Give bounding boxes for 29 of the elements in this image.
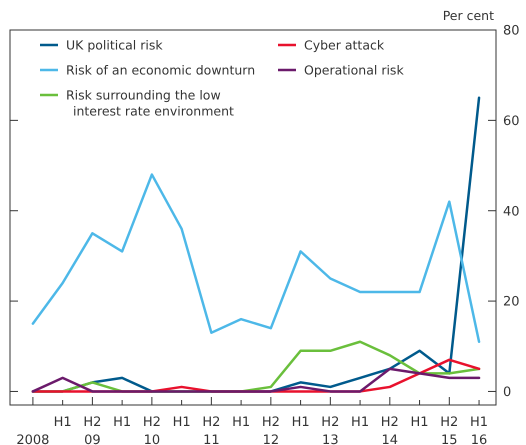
y-tick-label: 40 bbox=[503, 204, 520, 220]
x-tick-label: H1 16 bbox=[470, 415, 488, 445]
x-tick-label: H1 bbox=[292, 415, 310, 430]
y-axis-title: Per cent bbox=[442, 8, 494, 23]
x-tick-label: H2 11 bbox=[202, 415, 220, 445]
line-series bbox=[32, 368, 480, 393]
legend-label: UK political risk bbox=[66, 37, 164, 52]
x-tick-label: H2 12 bbox=[262, 415, 280, 445]
x-tick-label: 2008 bbox=[16, 433, 50, 445]
legend-label: Risk of an economic downturn bbox=[66, 62, 256, 78]
x-tick-label: H1 bbox=[172, 415, 191, 430]
x-tick-label: H1 bbox=[54, 415, 72, 430]
x-tick-label: H2 14 bbox=[380, 415, 399, 445]
line-series bbox=[32, 173, 480, 343]
legend-label: Risk surrounding the low interest rate environment bbox=[66, 87, 234, 119]
x-tick-label: H1 bbox=[113, 415, 132, 430]
y-tick-label: 20 bbox=[503, 294, 520, 310]
y-tick-label: 80 bbox=[503, 24, 520, 39]
legend-label: Operational risk bbox=[304, 62, 404, 78]
y-tick-label: 60 bbox=[503, 114, 520, 129]
x-tick-label: H2 09 bbox=[83, 415, 102, 445]
x-tick-label: H2 10 bbox=[142, 415, 161, 445]
x-tick-label: H2 13 bbox=[321, 415, 340, 445]
x-tick-label: H1 bbox=[410, 415, 429, 430]
legend-label: Cyber attack bbox=[304, 37, 385, 52]
y-tick-label: 0 bbox=[503, 384, 512, 400]
x-tick-label: H2 15 bbox=[440, 415, 458, 445]
x-tick-label: H1 bbox=[232, 415, 250, 430]
x-tick-label: H1 bbox=[351, 415, 370, 430]
